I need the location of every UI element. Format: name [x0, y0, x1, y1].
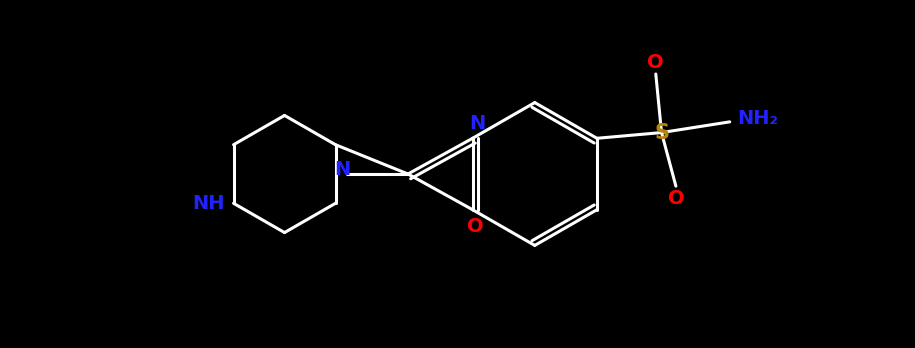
Text: NH: NH	[192, 194, 225, 213]
Text: NH₂: NH₂	[737, 109, 778, 128]
Text: N: N	[334, 159, 350, 179]
Text: O: O	[668, 189, 684, 207]
Text: N: N	[469, 114, 486, 133]
Text: S: S	[654, 122, 669, 143]
Text: O: O	[468, 217, 484, 236]
Text: O: O	[648, 53, 664, 72]
